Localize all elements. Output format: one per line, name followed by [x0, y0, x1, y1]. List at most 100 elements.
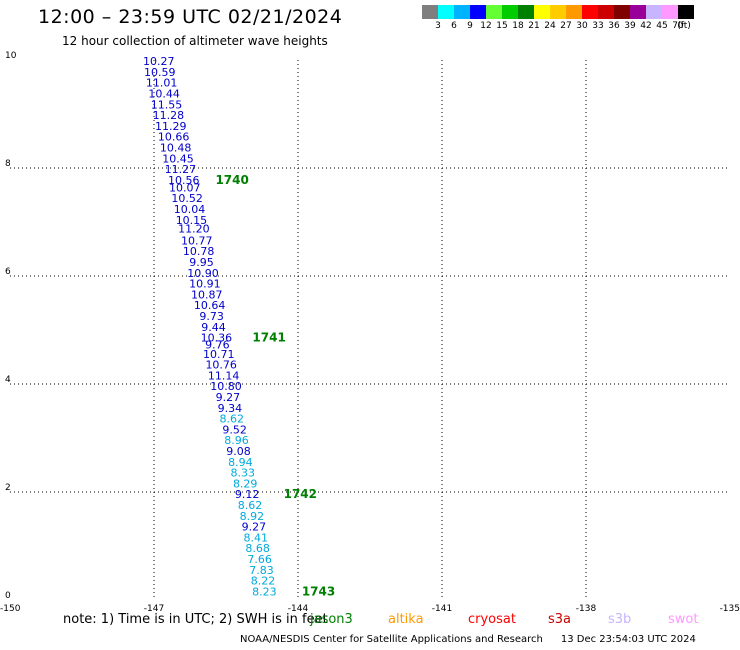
- wave-height-value: 7.66: [247, 553, 272, 566]
- wave-height-value: 8.23: [252, 585, 277, 598]
- wave-height-value: 10.56: [168, 174, 200, 187]
- colorbar-swatch: [582, 5, 598, 19]
- colorbar-tick-label: 9: [467, 21, 473, 31]
- wave-height-value: 11.01: [146, 77, 178, 90]
- wave-height-value: 9.27: [242, 521, 267, 534]
- colorbar-tick-label: 15: [496, 21, 508, 31]
- wave-height-value: 9.44: [201, 321, 226, 334]
- wave-height-value: 10.76: [205, 359, 237, 372]
- wave-height-value: 11.27: [165, 163, 197, 176]
- wave-height-value: 11.28: [153, 109, 185, 122]
- wave-height-value: 11.20: [178, 222, 210, 235]
- time-label: 1740: [215, 173, 248, 187]
- footer-org: NOAA/NESDIS Center for Satellite Applica…: [240, 634, 543, 645]
- time-label: 1741: [252, 331, 285, 345]
- colorbar-labels: 3 6 9 12 15 18 21 24 27 30 33 36 39 42 45 70 (ft): [422, 21, 740, 33]
- wave-height-value: 9.76: [205, 339, 230, 352]
- wave-height-value: 10.04: [174, 203, 206, 216]
- x-tick-label: -147: [144, 604, 164, 614]
- colorbar-swatch: [630, 5, 646, 19]
- time-label: 1743: [302, 584, 335, 598]
- wave-height-value: 11.55: [151, 98, 183, 111]
- x-tick-label: -144: [288, 604, 309, 614]
- wave-height-value: 11.14: [208, 369, 240, 382]
- wave-height-value: 10.27: [143, 55, 175, 68]
- wave-height-value: 7.83: [249, 564, 274, 577]
- wave-height-value: 10.66: [158, 131, 190, 144]
- wave-height-value: 10.45: [162, 152, 194, 165]
- colorbar-tick-label: 3: [435, 21, 441, 31]
- map-subtitle: 12 hour collection of altimeter wave hei…: [62, 34, 328, 48]
- colorbar-tick-label: 6: [451, 21, 457, 31]
- x-tick-label: -141: [432, 604, 452, 614]
- wave-height-value: 8.29: [233, 477, 258, 490]
- wave-height-value: 9.27: [216, 391, 241, 404]
- y-tick-label: 6: [5, 267, 11, 277]
- wave-height-value: 10.07: [169, 181, 201, 194]
- wave-height-value: 10.59: [144, 66, 176, 79]
- wave-height-value: 10.48: [160, 141, 192, 154]
- satellite-s3a: s3a: [548, 612, 572, 627]
- wave-height-value: 8.62: [238, 499, 263, 512]
- colorbar-swatch: [550, 5, 566, 19]
- wave-height-value: 8.41: [244, 531, 269, 544]
- wave-height-value: 10.87: [191, 288, 223, 301]
- wave-height-value: 9.95: [189, 256, 214, 269]
- x-tick-label: -150: [0, 604, 21, 614]
- colorbar-swatch: [438, 5, 454, 19]
- colorbar-swatch: [566, 5, 582, 19]
- colorbar-swatch: [502, 5, 518, 19]
- wave-height-value: 8.92: [240, 510, 265, 523]
- colorbar-swatch: [486, 5, 502, 19]
- colorbar-swatch: [518, 5, 534, 19]
- colorbar-tick-label: 70: [672, 21, 684, 31]
- y-tick-label: 8: [5, 159, 11, 169]
- wave-height-value: 9.52: [222, 423, 247, 436]
- wave-height-value: 10.78: [183, 245, 215, 258]
- wave-height-value: 8.68: [245, 542, 270, 555]
- satellite-jason3: jason3: [310, 612, 353, 627]
- colorbar-tick-label: 27: [560, 21, 572, 31]
- colorbar-tick-label: 18: [512, 21, 524, 31]
- wave-height-value: 10.90: [187, 267, 219, 280]
- satellite-altika: altika: [388, 612, 424, 627]
- wave-height-value: 10.36: [201, 332, 233, 345]
- footer-timestamp: 13 Dec 23:54:03 UTC 2024: [560, 634, 696, 645]
- wave-height-value: 10.77: [181, 234, 213, 247]
- wave-height-value: 8.62: [220, 413, 245, 426]
- wave-height-value: 8.33: [231, 467, 256, 480]
- colorbar-unit-label: (ft): [677, 21, 691, 31]
- y-tick-label: 10: [5, 51, 17, 61]
- y-tick-label: 2: [5, 483, 11, 493]
- colorbar-tick-label: 39: [624, 21, 636, 31]
- colorbar-swatch: [422, 5, 438, 19]
- y-tick-label: 0: [5, 591, 11, 601]
- legend-note: note: 1) Time is in UTC; 2) SWH is in fe…: [63, 612, 328, 627]
- colorbar-swatch: [614, 5, 630, 19]
- colorbar-swatch: [598, 5, 614, 19]
- colorbar-tick-label: 24: [544, 21, 556, 31]
- wave-height-value: 10.71: [203, 348, 235, 361]
- wave-height-value: 9.08: [226, 445, 251, 458]
- wave-height-value: 10.91: [189, 278, 221, 291]
- x-tick-label: -135: [720, 604, 740, 614]
- x-tick-label: -138: [576, 604, 597, 614]
- colorbar-swatch: [646, 5, 662, 19]
- colorbar-swatch: [534, 5, 550, 19]
- wave-height-value: 10.64: [194, 299, 226, 312]
- map-title: 12:00 – 23:59 UTC 02/21/2024: [38, 6, 343, 28]
- satellite-s3b: s3b: [608, 612, 632, 627]
- wave-height-value: 8.22: [251, 575, 276, 588]
- satellite-swot: swot: [668, 612, 699, 627]
- colorbar-tick-label: 33: [592, 21, 604, 31]
- wave-height-value: 10.44: [148, 87, 180, 100]
- colorbar-swatch: [454, 5, 470, 19]
- colorbar-swatch: [470, 5, 486, 19]
- colorbar-tick-label: 42: [640, 21, 652, 31]
- wave-height-value: 9.12: [235, 488, 260, 501]
- colorbar-tick-label: 45: [656, 21, 668, 31]
- colorbar-tick-label: 30: [576, 21, 588, 31]
- wave-height-value: 8.96: [224, 434, 249, 447]
- wave-height-value: 9.73: [199, 310, 224, 323]
